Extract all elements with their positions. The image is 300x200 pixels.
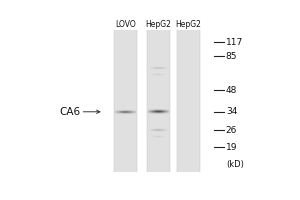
Bar bbox=[147, 30, 170, 172]
Text: HepG2: HepG2 bbox=[146, 20, 171, 29]
Text: 19: 19 bbox=[226, 143, 237, 152]
Bar bbox=[114, 30, 137, 172]
Text: 117: 117 bbox=[226, 38, 243, 47]
Text: 85: 85 bbox=[226, 52, 237, 61]
Text: LOVO: LOVO bbox=[116, 20, 136, 29]
Text: 48: 48 bbox=[226, 86, 237, 95]
Text: HepG2: HepG2 bbox=[176, 20, 202, 29]
Text: (kD): (kD) bbox=[226, 160, 244, 169]
Text: CA6: CA6 bbox=[59, 107, 81, 117]
Bar bbox=[177, 30, 200, 172]
Text: 34: 34 bbox=[226, 107, 237, 116]
Text: 26: 26 bbox=[226, 126, 237, 135]
